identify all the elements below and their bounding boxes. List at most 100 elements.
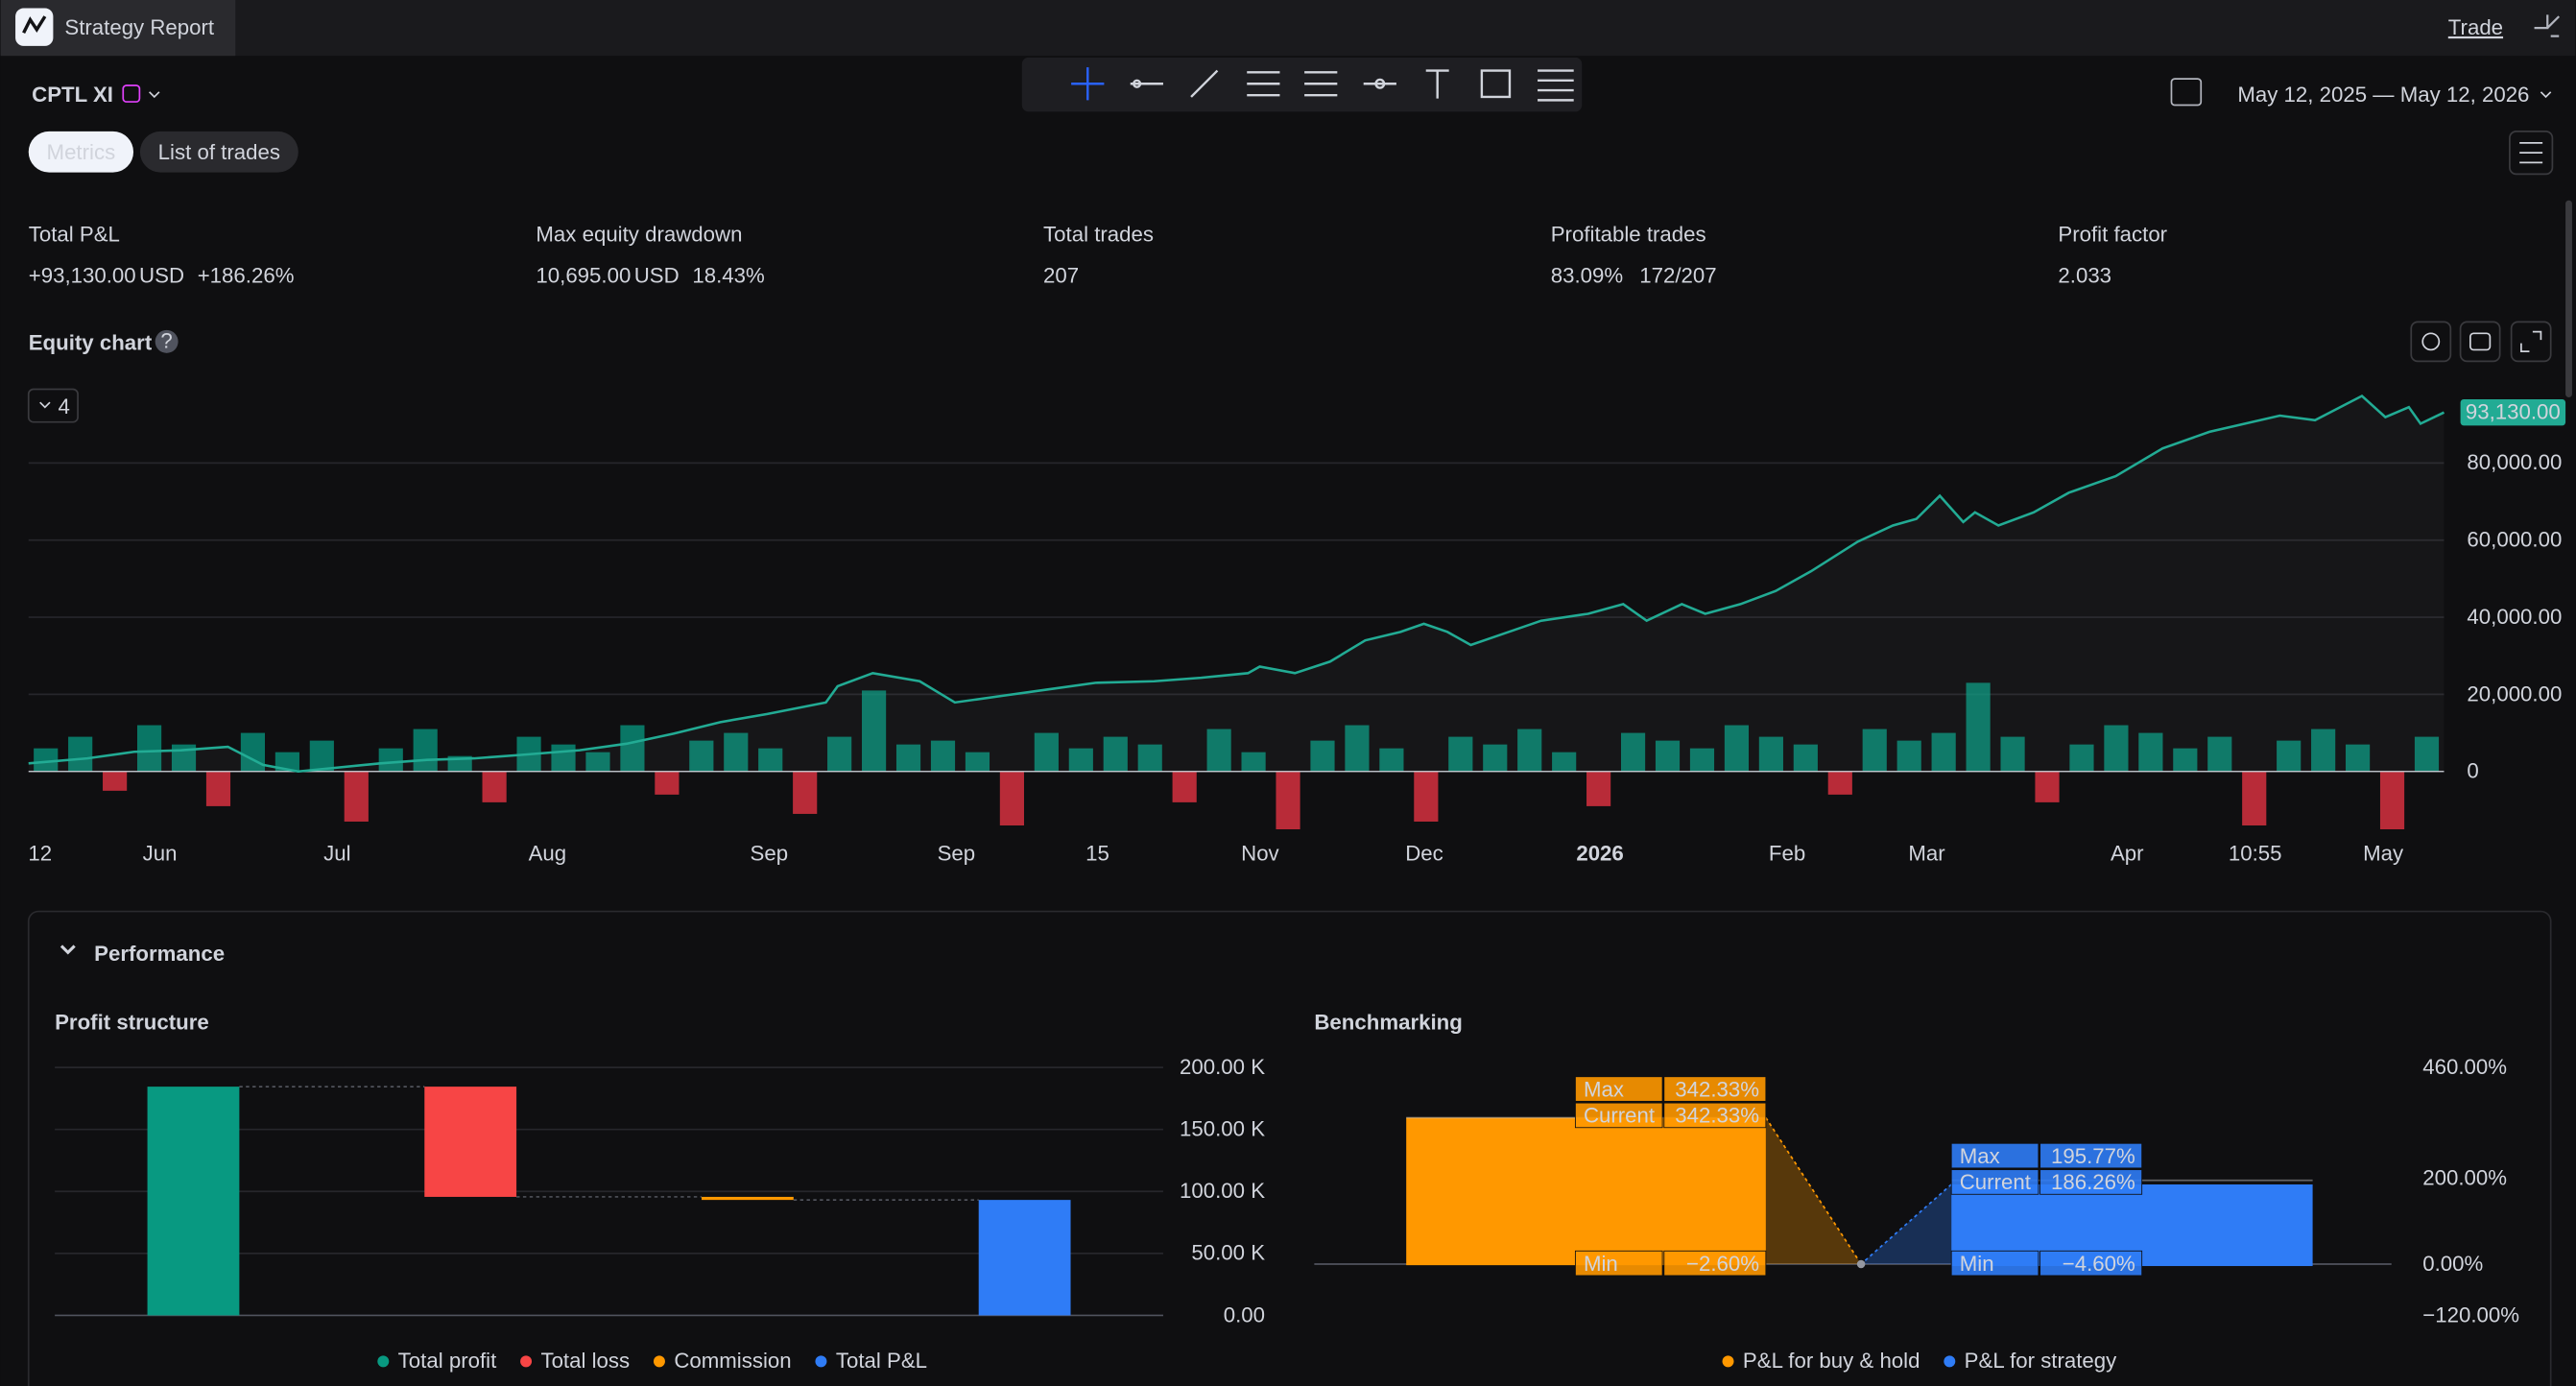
help-icon[interactable] [155,329,179,353]
metric-value: 83.09% [1551,263,1623,287]
toolbar-icons[interactable] [1071,67,1574,102]
tab[interactable] [139,131,298,173]
camera-icon [2469,332,2492,351]
trade-bar [1552,752,1577,772]
trade-bar [1931,732,1956,772]
date-range[interactable]: May 12, 2025 — May 12, 2026 [2237,83,2529,107]
metric-value: 207 [1043,263,1079,287]
trade-bar [2242,771,2267,825]
trade-bar [1103,736,1128,772]
trade-bar [1896,740,1921,772]
trade-bar [2207,736,2232,772]
y-tick-label: 100.00 K [1180,1179,1265,1203]
trade-bar [1172,771,1197,802]
last-value-label: 93,130.00 [2466,400,2561,424]
scrollbar[interactable] [2565,200,2572,398]
legend-label: Total profit [398,1349,497,1373]
stat-value: 342.33% [1675,1104,1759,1128]
trade-bar [551,744,576,772]
x-tick-label: Dec [1405,842,1443,866]
x-tick-label: Nov [1241,842,1279,866]
trade-bar [999,771,1024,825]
trade-bar [2138,732,2163,772]
stat-name: Max [1960,1144,2000,1168]
trade-bar [482,771,507,802]
trade-bar [1483,744,1508,772]
performance-panel [27,910,2552,1386]
stat-value-box [2039,1169,2143,1195]
trade-link[interactable]: Trade [2448,15,2503,39]
chart-button[interactable] [2410,321,2452,363]
stat-value-box [2039,1250,2143,1277]
trade-bar [1276,771,1300,830]
collapse-icon[interactable] [2534,14,2561,37]
trade-bar [274,752,299,772]
app-icon-glyph [22,15,47,34]
y-tick-label: 460.00% [2422,1055,2507,1079]
x-tick-label: 2026 [1576,842,1623,866]
waterfall-bar [424,1087,517,1197]
trade-bar [1241,752,1266,772]
legend-dot [653,1355,665,1368]
trade-bar [205,771,231,806]
y-tick-label: 0 [2467,759,2478,783]
stat-name-box [1574,1102,1663,1129]
stat-name: Current [1960,1170,2032,1194]
waterfall-bar [147,1087,240,1316]
y-tick-label: 200.00% [2422,1166,2507,1190]
expand-icon [2520,330,2542,352]
menu-button[interactable] [2509,131,2554,176]
trade-bar [655,771,680,795]
stat-name-box [1574,1076,1663,1102]
metric-value: 10,695.00 [536,263,631,287]
symbol-badge [122,84,141,103]
legend-dot [1944,1355,1956,1368]
y-tick-label: 80,000.00 [2467,450,2562,474]
tab-label[interactable]: Metrics [47,140,116,164]
trade-bar [413,729,438,772]
legend-label: Total loss [540,1349,630,1373]
trade-bar [2414,736,2440,772]
x-tick-label: Aug [529,842,567,866]
trade-bar [1586,771,1611,806]
stat-value-box [1663,1250,1767,1277]
stat-value: −2.60% [1686,1252,1759,1276]
y-tick-label: 60,000.00 [2467,528,2562,552]
tab-label[interactable]: List of trades [158,140,280,164]
x-tick-label: Sep [938,842,976,866]
trade-bar [758,748,783,772]
y-tick-label: 200.00 K [1180,1055,1265,1079]
range-box [1406,1117,1766,1266]
link-line [1860,1183,1952,1265]
collapse-chevron[interactable] [60,944,76,955]
x-tick-label: 12 [28,842,52,866]
symbol[interactable]: CPTL XI [32,83,113,107]
y-tick-label: 150.00 K [1180,1117,1265,1141]
y-tick-label: 50.00 K [1191,1241,1265,1265]
legend-label: Total P&L [836,1349,927,1373]
drawing-toolbar [1021,57,1583,112]
trade-bar [793,771,818,814]
interval-button[interactable] [27,388,79,423]
stat-value: 342.33% [1675,1077,1759,1101]
stat-value-box [2039,1142,2143,1169]
menu-icon [2519,141,2543,164]
last-value-box [2460,398,2566,426]
trade-bar [2346,744,2371,772]
metric-label: Max equity drawdown [536,223,742,247]
calendar-icon[interactable] [2170,78,2203,107]
y-tick-label: 40,000.00 [2467,605,2562,629]
trade-bar [136,725,162,772]
chart-button[interactable] [2459,321,2501,363]
legend-dot [377,1355,390,1368]
link-line [1765,1117,1862,1265]
stat-value: 195.77% [2051,1144,2135,1168]
legend-dot [520,1355,533,1368]
symbol-chevron [149,91,160,99]
legend-label: P&L for strategy [1965,1349,2117,1373]
chart-button[interactable] [2510,321,2552,363]
y-tick-label: −120.00% [2422,1302,2519,1326]
trade-bar [1345,725,1370,772]
trade-bar [1206,729,1231,772]
tab[interactable] [28,131,134,173]
